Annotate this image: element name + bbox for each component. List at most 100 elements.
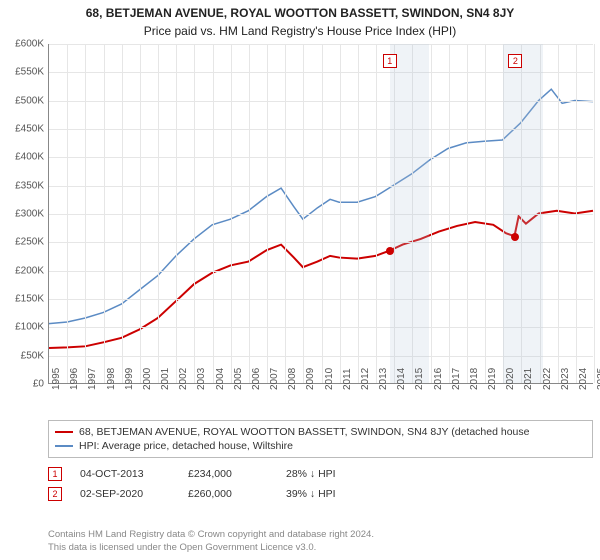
x-tick-label: 2011 — [342, 368, 353, 390]
gridline-v — [449, 44, 450, 383]
footer-line-2: This data is licensed under the Open Gov… — [48, 542, 593, 554]
x-tick-label: 2023 — [560, 368, 571, 390]
x-tick-label: 2005 — [233, 368, 244, 390]
x-tick-label: 1998 — [106, 368, 117, 390]
y-tick-label: £600K — [15, 39, 44, 50]
gridline-v — [249, 44, 250, 383]
y-tick-label: £150K — [15, 294, 44, 305]
sale-marker-box: 1 — [383, 54, 397, 68]
x-tick-label: 2020 — [505, 368, 516, 390]
x-tick-label: 2015 — [414, 368, 425, 390]
y-axis: £0£50K£100K£150K£200K£250K£300K£350K£400… — [0, 44, 48, 414]
footer-line-1: Contains HM Land Registry data © Crown c… — [48, 529, 593, 541]
gridline-v — [558, 44, 559, 383]
legend-swatch — [55, 445, 73, 447]
legend-swatch — [55, 431, 73, 433]
gridline-v — [67, 44, 68, 383]
x-tick-label: 1995 — [51, 368, 62, 390]
x-tick-label: 2022 — [542, 368, 553, 390]
x-axis: 1995199619971998199920002001200220032004… — [48, 384, 593, 414]
sales-row-marker: 2 — [48, 487, 62, 501]
gridline-v — [158, 44, 159, 383]
x-tick-label: 2025 — [596, 368, 600, 390]
y-tick-label: £550K — [15, 67, 44, 78]
gridline-v — [213, 44, 214, 383]
x-tick-label: 2004 — [215, 368, 226, 390]
x-tick-label: 2000 — [142, 368, 153, 390]
footer-attribution: Contains HM Land Registry data © Crown c… — [48, 529, 593, 554]
x-tick-label: 2016 — [433, 368, 444, 390]
sales-row-diff: 28% ↓ HPI — [286, 468, 386, 480]
gridline-v — [140, 44, 141, 383]
legend-label: 68, BETJEMAN AVENUE, ROYAL WOOTTON BASSE… — [79, 426, 529, 438]
gridline-v — [85, 44, 86, 383]
sales-row-date: 04-OCT-2013 — [80, 468, 170, 480]
gridline-v — [303, 44, 304, 383]
x-tick-label: 2010 — [324, 368, 335, 390]
x-tick-label: 2019 — [487, 368, 498, 390]
plot-area: 12 — [48, 44, 593, 384]
gridline-v — [340, 44, 341, 383]
shaded-band — [390, 44, 429, 383]
y-tick-label: £350K — [15, 180, 44, 191]
legend-and-sales: 68, BETJEMAN AVENUE, ROYAL WOOTTON BASSE… — [48, 420, 593, 504]
y-tick-label: £100K — [15, 322, 44, 333]
gridline-v — [358, 44, 359, 383]
legend-row: HPI: Average price, detached house, Wilt… — [55, 439, 586, 453]
gridline-v — [485, 44, 486, 383]
sale-marker-dot — [511, 233, 519, 241]
x-tick-label: 1996 — [69, 368, 80, 390]
x-tick-label: 2014 — [396, 368, 407, 390]
x-tick-label: 2006 — [251, 368, 262, 390]
x-tick-label: 2018 — [469, 368, 480, 390]
x-tick-label: 1997 — [87, 368, 98, 390]
sales-table: 104-OCT-2013£234,00028% ↓ HPI202-SEP-202… — [48, 464, 593, 504]
gridline-v — [104, 44, 105, 383]
x-tick-label: 2003 — [196, 368, 207, 390]
sales-row-price: £260,000 — [188, 488, 268, 500]
gridline-v — [576, 44, 577, 383]
y-tick-label: £450K — [15, 124, 44, 135]
sales-row: 2 02-SEP-2020 £260,000 39% ↓ HPI — [48, 484, 593, 504]
y-tick-label: £500K — [15, 95, 44, 106]
gridline-v — [431, 44, 432, 383]
legend-box: 68, BETJEMAN AVENUE, ROYAL WOOTTON BASSE… — [48, 420, 593, 458]
shaded-band — [503, 44, 543, 383]
gridline-v — [376, 44, 377, 383]
y-tick-label: £50K — [21, 350, 44, 361]
sales-row-date: 02-SEP-2020 — [80, 488, 170, 500]
gridline-v — [194, 44, 195, 383]
x-tick-label: 2002 — [178, 368, 189, 390]
sales-row: 104-OCT-2013£234,00028% ↓ HPI — [48, 464, 593, 484]
sales-row-price: £234,000 — [188, 468, 268, 480]
gridline-v — [285, 44, 286, 383]
gridline-v — [231, 44, 232, 383]
y-tick-label: £200K — [15, 265, 44, 276]
gridline-v — [467, 44, 468, 383]
sale-marker-box: 2 — [508, 54, 522, 68]
sales-row-diff: 39% ↓ HPI — [286, 488, 386, 500]
x-tick-label: 2009 — [305, 368, 316, 390]
x-tick-label: 2012 — [360, 368, 371, 390]
x-tick-label: 2008 — [287, 368, 298, 390]
y-tick-label: £400K — [15, 152, 44, 163]
gridline-v — [267, 44, 268, 383]
legend-row: 68, BETJEMAN AVENUE, ROYAL WOOTTON BASSE… — [55, 425, 586, 439]
chart-title-main: 68, BETJEMAN AVENUE, ROYAL WOOTTON BASSE… — [0, 0, 600, 20]
x-tick-label: 2024 — [578, 368, 589, 390]
chart-title-sub: Price paid vs. HM Land Registry's House … — [0, 20, 600, 38]
legend-label: HPI: Average price, detached house, Wilt… — [79, 440, 293, 452]
gridline-v — [322, 44, 323, 383]
gridline-v — [176, 44, 177, 383]
x-tick-label: 2013 — [378, 368, 389, 390]
x-tick-label: 2007 — [269, 368, 280, 390]
x-tick-label: 2017 — [451, 368, 462, 390]
sale-marker-dot — [386, 247, 394, 255]
x-tick-label: 2021 — [523, 368, 534, 390]
gridline-v — [594, 44, 595, 383]
gridline-v — [122, 44, 123, 383]
y-tick-label: £0 — [33, 379, 44, 390]
x-tick-label: 1999 — [124, 368, 135, 390]
x-tick-label: 2001 — [160, 368, 171, 390]
y-tick-label: £300K — [15, 209, 44, 220]
